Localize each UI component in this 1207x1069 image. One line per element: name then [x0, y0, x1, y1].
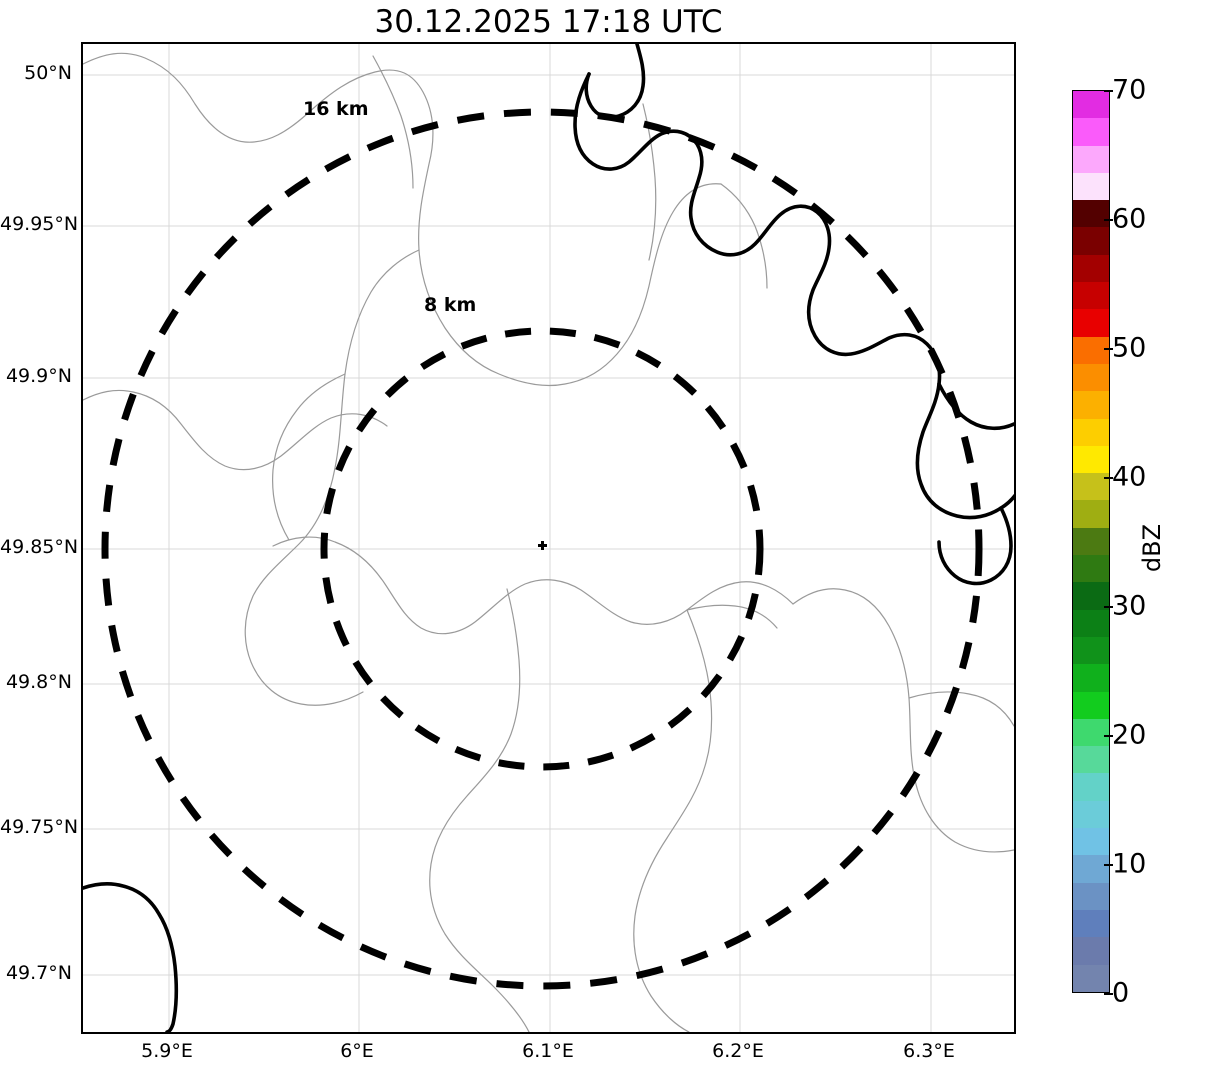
map-plot-area[interactable] — [81, 42, 1016, 1034]
cbar-tick-label-4: 40 — [1112, 461, 1147, 493]
y-tick-label-5: 49.75°N — [0, 816, 79, 838]
cbar-tickmark-40 — [1104, 477, 1113, 479]
cbar-band-5 — [1073, 227, 1109, 255]
cbar-tick-label-6: 60 — [1112, 203, 1147, 235]
cbar-band-29 — [1073, 882, 1109, 910]
cbar-band-23 — [1073, 718, 1109, 747]
cbar-band-18 — [1073, 582, 1109, 610]
cbar-band-19 — [1073, 609, 1109, 637]
range-ring-8km — [320, 327, 764, 771]
cbar-band-2 — [1073, 145, 1109, 173]
cbar-tickmark-20 — [1104, 735, 1113, 737]
cbar-band-27 — [1073, 828, 1109, 856]
cbar-tickmark-50 — [1104, 348, 1113, 350]
y-tick-label-3: 49.85°N — [0, 536, 79, 558]
cbar-tick-label-1: 10 — [1112, 848, 1147, 880]
x-tick-label-2: 6.1°E — [522, 1040, 574, 1062]
cbar-tick-label-3: 30 — [1112, 590, 1147, 622]
x-tick-label-0: 5.9°E — [141, 1040, 193, 1062]
cbar-band-17 — [1073, 555, 1109, 583]
x-tick-label-4: 6.3°E — [903, 1040, 955, 1062]
range-ring-16km-label: 16 km — [303, 98, 369, 120]
cbar-tickmark-70 — [1104, 90, 1113, 92]
cbar-band-22 — [1073, 691, 1109, 719]
cbar-band-15 — [1073, 500, 1109, 528]
range-ring-16km — [101, 108, 983, 990]
cbar-tickmark-0 — [1104, 993, 1113, 995]
cbar-band-31 — [1073, 937, 1109, 965]
cbar-tick-label-0: 0 — [1112, 977, 1130, 1009]
cbar-band-6 — [1073, 254, 1109, 283]
y-tick-label-2: 49.9°N — [5, 365, 72, 387]
radar-site-marker — [538, 541, 547, 550]
dbz-colorbar[interactable] — [1072, 90, 1110, 993]
cbar-tickmark-10 — [1104, 864, 1113, 866]
cbar-band-28 — [1073, 855, 1109, 883]
cbar-band-4 — [1073, 200, 1109, 228]
cbar-band-20 — [1073, 636, 1109, 665]
cbar-band-13 — [1073, 445, 1109, 474]
cbar-band-14 — [1073, 473, 1109, 501]
colorbar-axis-label: dBZ — [1138, 523, 1166, 573]
cbar-band-7 — [1073, 282, 1109, 310]
x-tick-label-3: 6.2°E — [712, 1040, 764, 1062]
range-ring-8km-label: 8 km — [424, 294, 477, 316]
cbar-tick-label-2: 20 — [1112, 719, 1147, 751]
y-tick-label-0: 50°N — [24, 62, 72, 84]
cbar-band-11 — [1073, 391, 1109, 419]
grid-lines — [83, 44, 1014, 1032]
cbar-band-10 — [1073, 363, 1109, 392]
cbar-band-24 — [1073, 746, 1109, 774]
map-canvas — [83, 44, 1014, 1032]
cbar-band-16 — [1073, 527, 1109, 556]
cbar-band-21 — [1073, 664, 1109, 692]
cbar-band-3 — [1073, 172, 1109, 201]
figure-title: 30.12.2025 17:18 UTC — [374, 4, 723, 40]
cbar-band-12 — [1073, 418, 1109, 446]
cbar-band-0 — [1073, 91, 1109, 119]
cbar-band-9 — [1073, 336, 1109, 364]
cbar-band-1 — [1073, 118, 1109, 146]
x-tick-label-1: 6°E — [340, 1040, 374, 1062]
cbar-tick-label-7: 70 — [1112, 74, 1147, 106]
cbar-band-25 — [1073, 773, 1109, 801]
cbar-band-26 — [1073, 800, 1109, 829]
cbar-band-30 — [1073, 909, 1109, 938]
cbar-tick-label-5: 50 — [1112, 332, 1147, 364]
cbar-band-8 — [1073, 309, 1109, 337]
admin-boundaries — [83, 52, 1014, 1032]
country-border — [83, 44, 1014, 1032]
cbar-tickmark-60 — [1104, 219, 1113, 221]
y-tick-label-6: 49.7°N — [5, 962, 72, 984]
cbar-tickmark-30 — [1104, 606, 1113, 608]
cbar-band-32 — [1073, 964, 1109, 992]
y-tick-label-1: 49.95°N — [0, 213, 79, 235]
y-tick-label-4: 49.8°N — [5, 671, 72, 693]
